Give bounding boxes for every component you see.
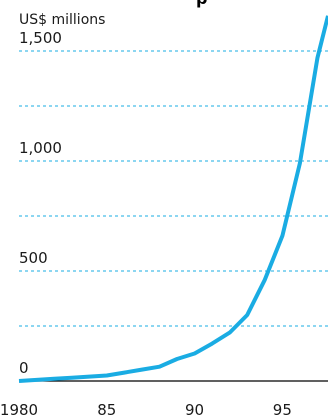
x-tick-label: 90 — [185, 401, 204, 419]
y-tick-label: 1,500 — [19, 29, 62, 47]
y-tick-labels: 0 500 1,000 1,500 — [19, 29, 62, 377]
x-tick-label: 85 — [97, 401, 116, 419]
x-tick-label: 95 — [273, 401, 292, 419]
y-tick-label: 1,000 — [19, 139, 62, 157]
x-tick-labels: 1980 85 90 95 — [0, 401, 292, 419]
series-layer — [18, 15, 328, 383]
unit-label: US$ millions — [19, 12, 105, 28]
series-line — [18, 15, 328, 383]
y-tick-label: 0 — [19, 359, 29, 377]
y-tick-label: 500 — [19, 249, 48, 267]
x-tick-label: 1980 — [0, 401, 38, 419]
chart-title-fragment: p — [196, 0, 207, 8]
grid-lines — [19, 50, 328, 382]
